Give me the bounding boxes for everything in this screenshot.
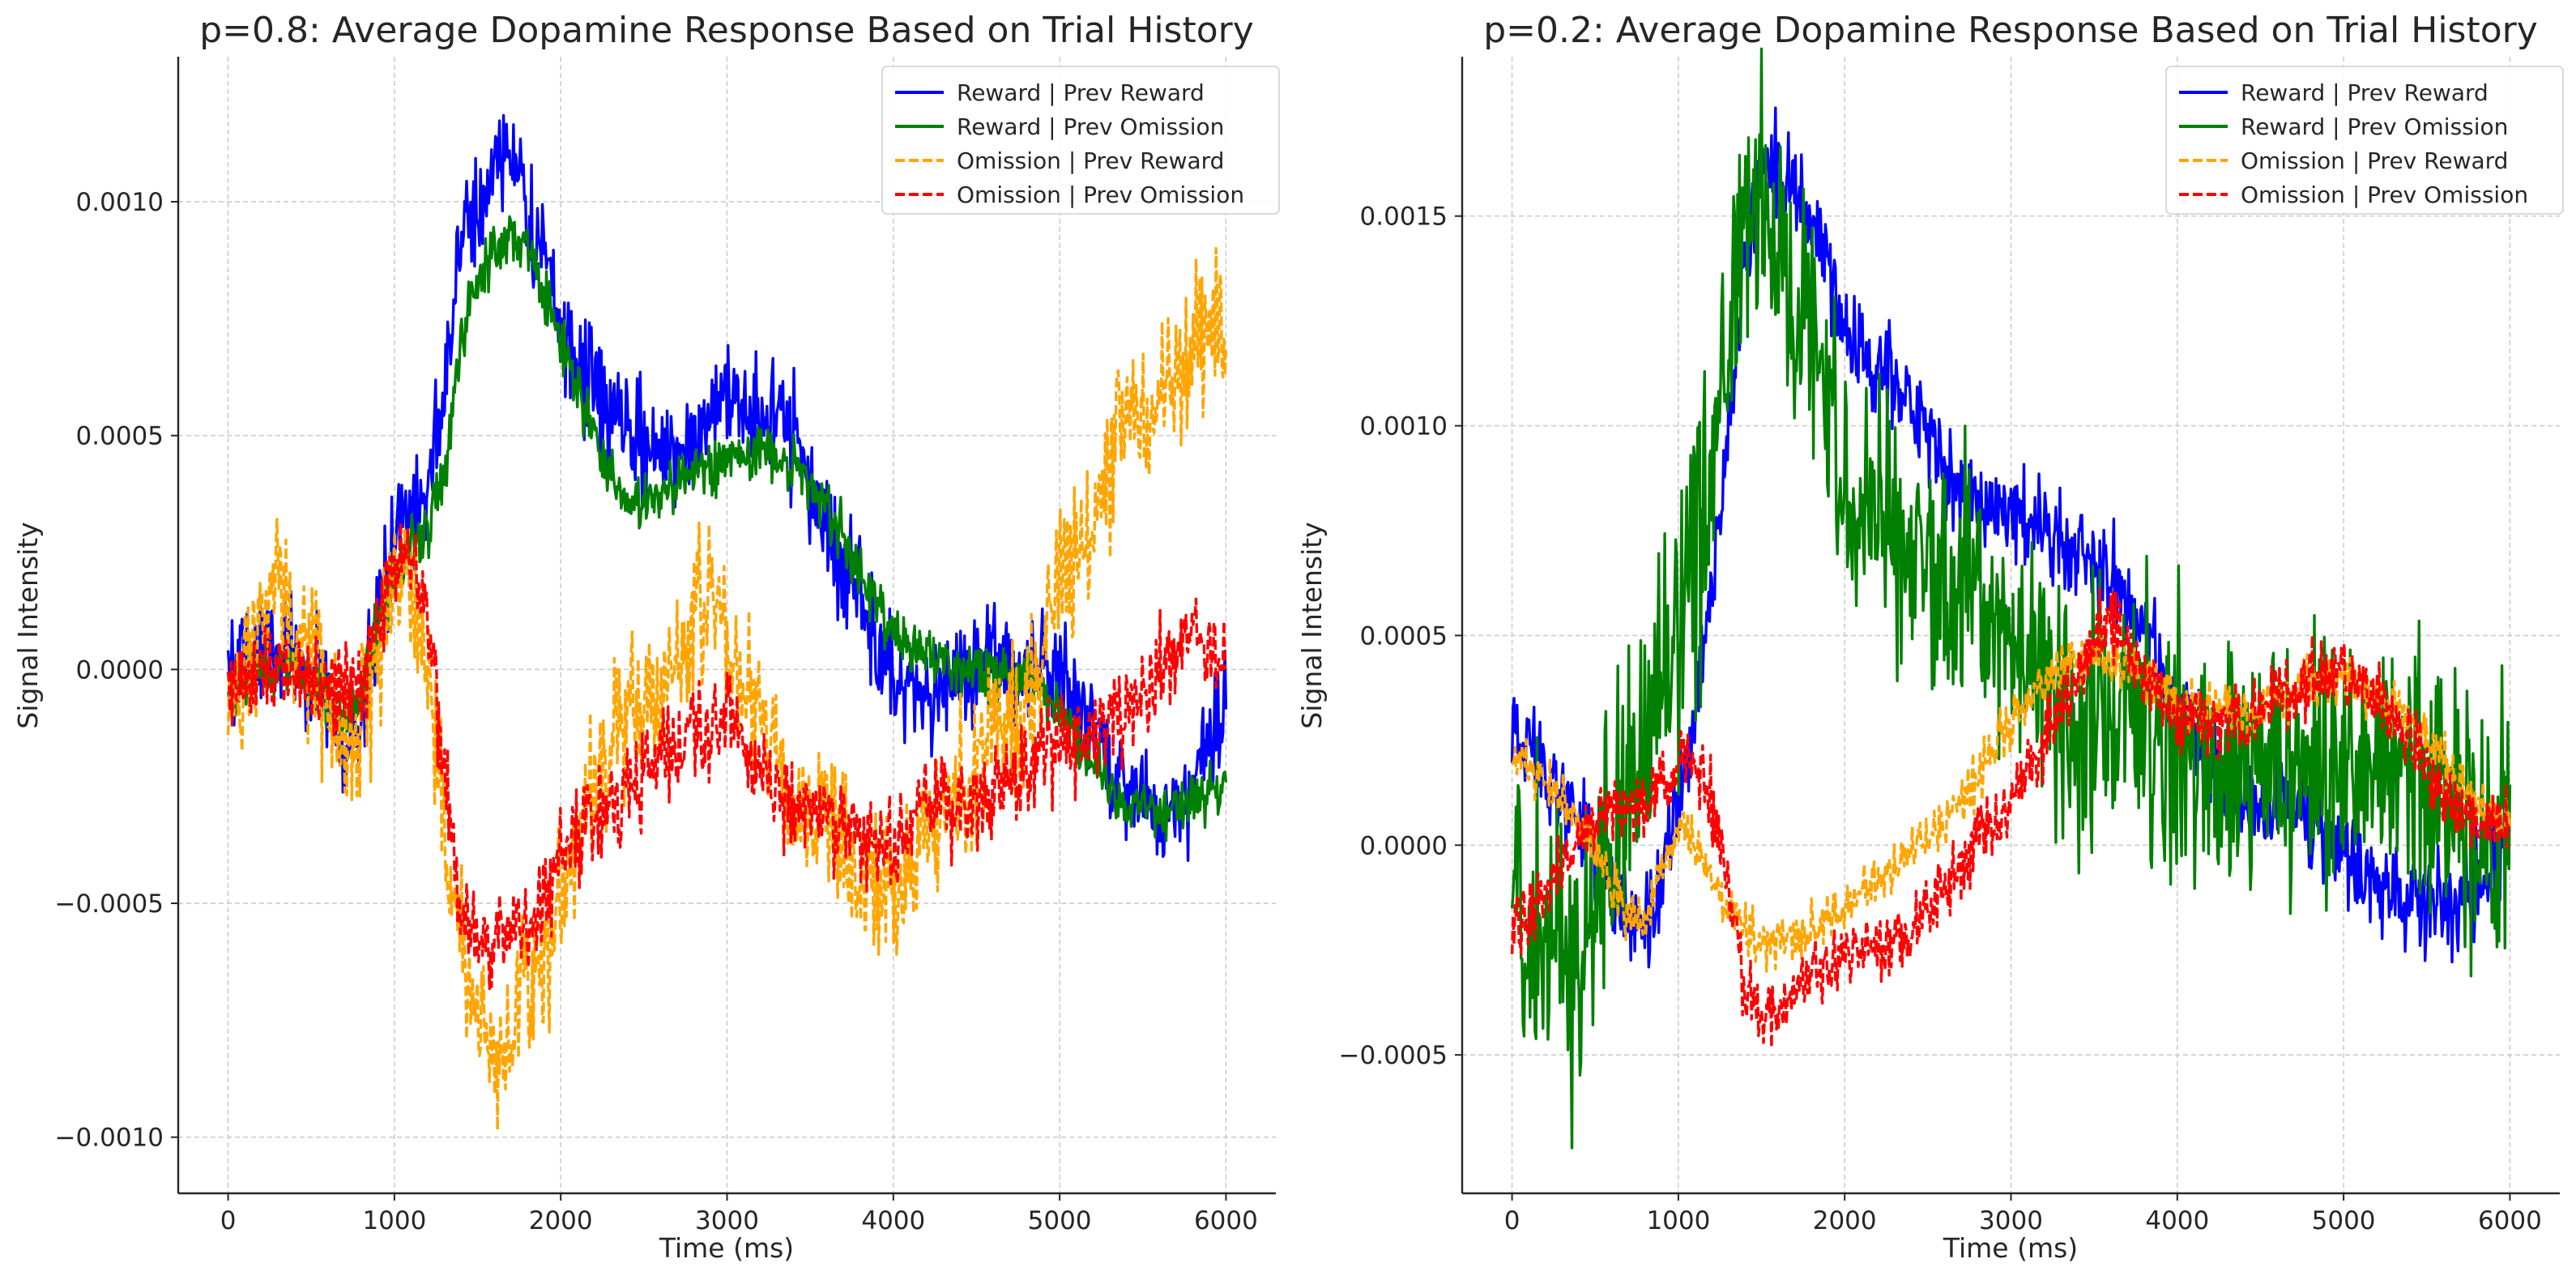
x-tick-label: 6000 — [1194, 1206, 1258, 1235]
y-tick-label: 0.0005 — [76, 422, 164, 451]
x-tick-label: 5000 — [1028, 1206, 1092, 1235]
x-tick-label: 2000 — [1813, 1206, 1877, 1235]
x-tick-label: 0 — [1504, 1206, 1520, 1235]
chart-title: p=0.2: Average Dopamine Response Based o… — [1483, 10, 2538, 51]
legend-label: Reward | Prev Reward — [957, 79, 1205, 106]
legend-label: Reward | Prev Reward — [2241, 79, 2489, 106]
x-tick-label: 2000 — [529, 1206, 593, 1235]
legend-label: Omission | Prev Reward — [2241, 147, 2508, 174]
x-tick-label: 0 — [220, 1206, 237, 1235]
legend-label: Reward | Prev Omission — [957, 113, 1224, 140]
y-tick-label: 0.0005 — [1360, 621, 1448, 651]
y-tick-label: 0.0015 — [1360, 203, 1448, 232]
x-tick-label: 5000 — [2312, 1206, 2376, 1235]
chart-panel-left: p=0.8: Average Dopamine Response Based o… — [12, 10, 1280, 1264]
legend-label: Reward | Prev Omission — [2241, 113, 2508, 140]
y-tick-label: −0.0005 — [55, 890, 164, 919]
legend: Reward | Prev Reward Reward | Prev Omissi… — [2165, 66, 2564, 215]
y-tick-label: −0.0005 — [1339, 1041, 1448, 1070]
legend-label: Omission | Prev Omission — [957, 181, 1244, 208]
x-tick-label: 3000 — [695, 1206, 759, 1235]
y-axis-label: Signal Intensity — [12, 522, 44, 729]
legend: Reward | Prev Reward Reward | Prev Omissi… — [881, 66, 1280, 215]
legend-box — [881, 66, 1280, 215]
chart-panel-right: p=0.2: Average Dopamine Response Based o… — [1296, 10, 2564, 1264]
y-tick-label: 0.0000 — [76, 655, 164, 685]
x-tick-label: 3000 — [1979, 1206, 2043, 1235]
y-tick-label: 0.0010 — [76, 188, 164, 217]
x-tick-label: 4000 — [861, 1206, 925, 1235]
series-line — [1510, 47, 2512, 1150]
x-tick-label: 1000 — [362, 1206, 426, 1235]
chart-title: p=0.8: Average Dopamine Response Based o… — [199, 10, 1254, 51]
x-axis-label: Time (ms) — [1943, 1232, 2078, 1264]
x-axis-label: Time (ms) — [659, 1232, 794, 1264]
y-tick-label: 0.0000 — [1360, 831, 1448, 860]
x-tick-label: 6000 — [2478, 1206, 2542, 1235]
series-line — [1510, 588, 2511, 1049]
legend-label: Omission | Prev Omission — [2241, 181, 2528, 208]
x-tick-label: 4000 — [2145, 1206, 2209, 1235]
legend-label: Omission | Prev Reward — [957, 147, 1224, 174]
y-tick-label: −0.0010 — [55, 1124, 164, 1153]
legend-box — [2165, 66, 2564, 215]
series-line — [226, 247, 1228, 1132]
x-tick-label: 1000 — [1646, 1206, 1710, 1235]
y-axis-label: Signal Intensity — [1296, 522, 1328, 729]
y-tick-label: 0.0010 — [1360, 412, 1448, 442]
series-line — [226, 521, 1226, 991]
